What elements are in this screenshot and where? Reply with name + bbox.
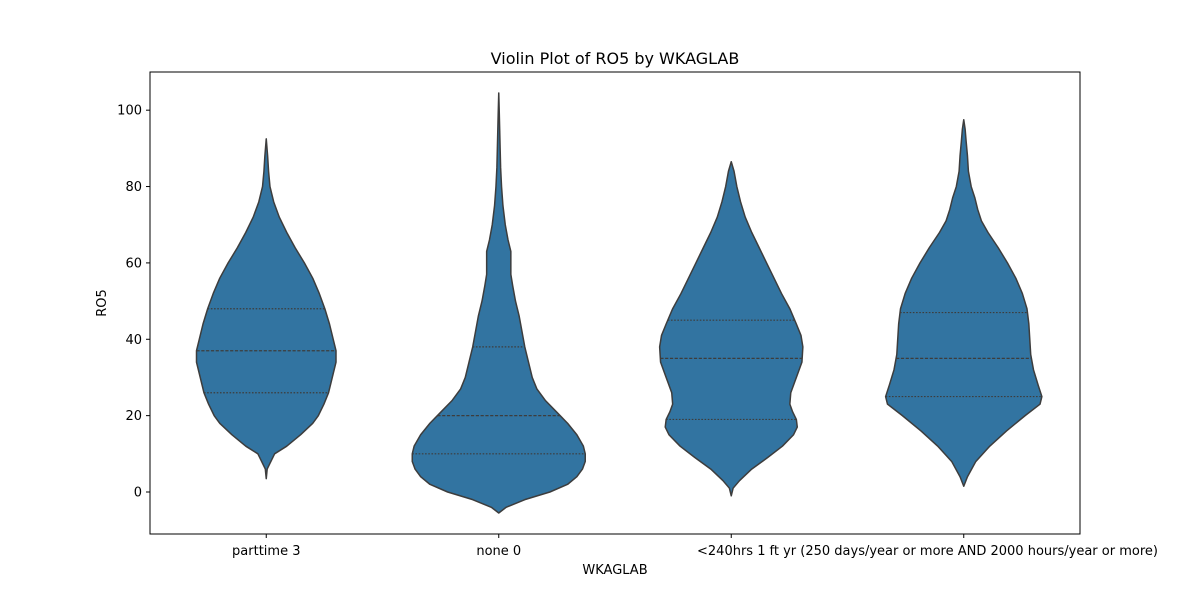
x-tick-label: parttime 3: [232, 544, 300, 559]
y-tick-label: 20: [125, 409, 142, 424]
y-tick-label: 60: [125, 256, 142, 271]
chart-title: Violin Plot of RO5 by WKAGLAB: [491, 49, 740, 68]
y-axis-label: RO5: [95, 289, 110, 317]
y-tick-label: 100: [117, 104, 142, 119]
y-tick-label: 80: [125, 180, 142, 195]
violin-body: [884, 118, 1043, 488]
x-tick-label: none 0: [476, 544, 521, 559]
violin-body: [658, 160, 804, 497]
x-tick-label: ft yr (250 days/year or more AND 2000 ho…: [770, 544, 1158, 559]
x-axis: parttime 3 none 0 <240hrs 1 ft yr (250 days…: [232, 534, 1158, 559]
y-axis: 0 20 40 60 80 100: [117, 104, 150, 501]
y-tick-label: 0: [134, 486, 142, 501]
plot-frame: [149, 71, 1081, 535]
violin-body: [411, 92, 586, 514]
x-axis-label: WKAGLAB: [582, 563, 647, 578]
x-tick-label: <240hrs 1: [697, 544, 765, 559]
violins-layer: [195, 92, 1043, 514]
y-tick-label: 40: [125, 333, 142, 348]
